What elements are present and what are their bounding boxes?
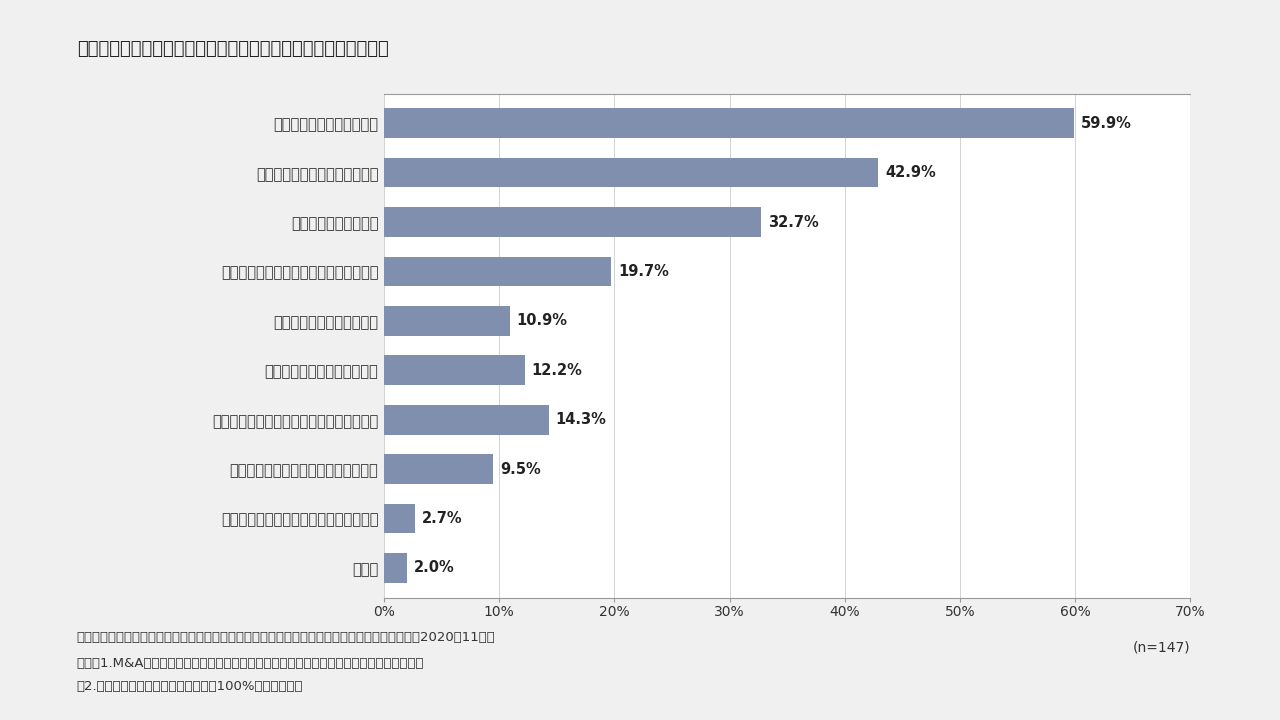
Text: 2.7%: 2.7%: [422, 511, 462, 526]
Text: （注）1.M&A実施意向について、「売り手として意向あり」と回答した者を集計している。: （注）1.M&A実施意向について、「売り手として意向あり」と回答した者を集計して…: [77, 657, 424, 670]
Text: 19.7%: 19.7%: [618, 264, 668, 279]
Text: 9.5%: 9.5%: [500, 462, 541, 477]
Text: 2.複数回答のため、合計は必ずしも100%にならない。: 2.複数回答のため、合計は必ずしも100%にならない。: [77, 680, 303, 693]
Bar: [384, 356, 525, 385]
Bar: [384, 256, 611, 287]
Text: 59.9%: 59.9%: [1080, 116, 1132, 131]
Text: 12.2%: 12.2%: [531, 363, 582, 378]
Text: 32.7%: 32.7%: [768, 215, 818, 230]
Bar: [384, 454, 494, 484]
Bar: [384, 405, 549, 435]
Bar: [384, 207, 760, 237]
Bar: [384, 158, 878, 187]
Text: 資料：　（株）東京商工リサーチ「中小企業の財務・経営及び事業承継に関するアンケート」（2020年11月）: 資料： （株）東京商工リサーチ「中小企業の財務・経営及び事業承継に関するアンケー…: [77, 631, 495, 644]
Bar: [384, 553, 407, 582]
Bar: [384, 306, 509, 336]
Text: 14.3%: 14.3%: [556, 413, 607, 427]
Text: 2.0%: 2.0%: [413, 560, 454, 575]
Text: 売り手としてのＭ＆Ａ実施意向のある企業の相手先企業の探し方: 売り手としてのＭ＆Ａ実施意向のある企業の相手先企業の探し方: [77, 40, 389, 58]
Text: 10.9%: 10.9%: [517, 313, 567, 328]
Bar: [384, 504, 415, 534]
Text: (n=147): (n=147): [1133, 641, 1190, 654]
Bar: [384, 109, 1074, 138]
Text: 42.9%: 42.9%: [886, 165, 936, 180]
